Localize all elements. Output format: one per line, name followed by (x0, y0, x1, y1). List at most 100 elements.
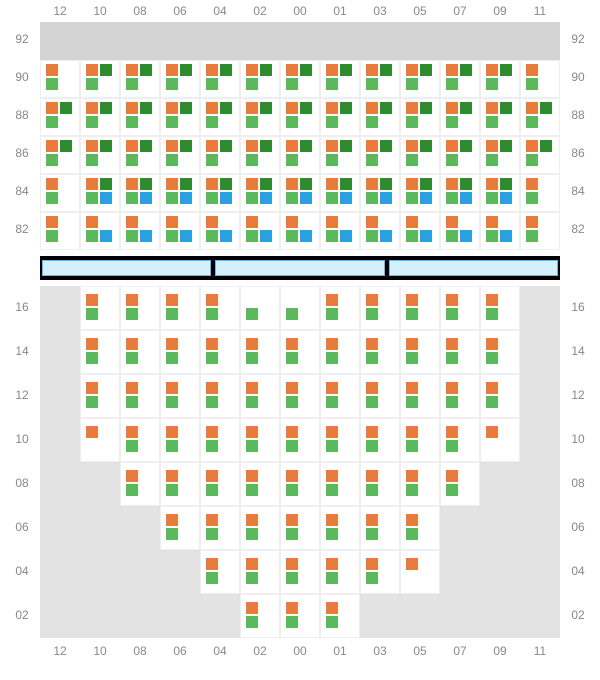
status-quad (180, 140, 192, 152)
status-quad (140, 178, 152, 190)
status-quad (180, 102, 192, 114)
status-quad (166, 216, 178, 228)
status-quad (366, 154, 378, 166)
status-quad (500, 140, 512, 152)
status-quad (206, 528, 218, 540)
status-quad (206, 352, 218, 364)
col-label-top: 10 (80, 4, 120, 18)
status-quad (166, 102, 178, 114)
status-quad (286, 382, 298, 394)
status-quad (166, 230, 178, 242)
status-quad (206, 440, 218, 452)
status-quad (86, 352, 98, 364)
status-quad (300, 178, 312, 190)
status-quad (86, 308, 98, 320)
status-quad (486, 426, 498, 438)
col-label-top: 06 (160, 4, 200, 18)
status-quad (446, 178, 458, 190)
status-quad (446, 140, 458, 152)
status-quad (246, 178, 258, 190)
status-quad (406, 78, 418, 90)
status-quad (286, 308, 298, 320)
status-quad (166, 440, 178, 452)
empty-cell (40, 330, 80, 374)
status-quad (126, 484, 138, 496)
status-quad (126, 426, 138, 438)
status-quad (166, 308, 178, 320)
status-quad (260, 230, 272, 242)
status-quad (166, 178, 178, 190)
divider-segment[interactable] (215, 260, 384, 276)
status-quad (366, 64, 378, 76)
status-quad (206, 192, 218, 204)
status-quad (526, 78, 538, 90)
divider-segment[interactable] (389, 260, 558, 276)
status-quad (406, 426, 418, 438)
status-quad (446, 308, 458, 320)
rack-cell[interactable] (400, 550, 440, 594)
status-quad (500, 178, 512, 190)
col-label-top: 08 (120, 4, 160, 18)
status-quad (446, 64, 458, 76)
status-quad (526, 64, 538, 76)
status-quad (326, 616, 338, 628)
col-label-bottom: 07 (440, 644, 480, 658)
row-label-left: 88 (10, 108, 34, 122)
status-quad (126, 154, 138, 166)
status-quad (246, 382, 258, 394)
row-label-left: 16 (10, 300, 34, 314)
status-quad (326, 426, 338, 438)
row-label-left: 12 (10, 388, 34, 402)
status-quad (366, 216, 378, 228)
status-quad (406, 470, 418, 482)
empty-cell (40, 418, 80, 462)
col-label-top: 07 (440, 4, 480, 18)
row-label-right: 04 (566, 564, 590, 578)
col-label-bottom: 03 (360, 644, 400, 658)
rack-cell[interactable] (80, 418, 120, 462)
empty-cell (40, 594, 80, 638)
status-quad (286, 602, 298, 614)
status-quad (206, 572, 218, 584)
col-label-top: 12 (40, 4, 80, 18)
status-quad (366, 230, 378, 242)
empty-cell (520, 286, 560, 330)
status-quad (326, 140, 338, 152)
empty-cell (200, 594, 240, 638)
empty-cell (480, 462, 520, 506)
status-quad (340, 230, 352, 242)
col-label-bottom: 09 (480, 644, 520, 658)
status-quad (126, 102, 138, 114)
status-quad (460, 64, 472, 76)
status-quad (486, 64, 498, 76)
status-quad (126, 470, 138, 482)
status-quad (206, 78, 218, 90)
status-quad (206, 102, 218, 114)
status-quad (486, 154, 498, 166)
status-quad (246, 140, 258, 152)
status-quad (286, 116, 298, 128)
status-quad (166, 154, 178, 166)
status-quad (326, 440, 338, 452)
status-quad (246, 426, 258, 438)
status-quad (86, 192, 98, 204)
rack-cell[interactable] (480, 418, 520, 462)
divider-segment[interactable] (42, 260, 211, 276)
row-label-left: 92 (10, 32, 34, 46)
status-quad (486, 216, 498, 228)
status-quad (406, 440, 418, 452)
status-quad (246, 154, 258, 166)
empty-cell (120, 550, 160, 594)
status-quad (46, 102, 58, 114)
empty-cell (40, 506, 80, 550)
row-label-right: 82 (566, 222, 590, 236)
status-quad (486, 140, 498, 152)
status-quad (286, 78, 298, 90)
status-quad (46, 116, 58, 128)
status-quad (326, 192, 338, 204)
status-quad (446, 352, 458, 364)
empty-cell (80, 594, 120, 638)
status-quad (126, 440, 138, 452)
status-quad (86, 102, 98, 114)
status-quad (406, 154, 418, 166)
